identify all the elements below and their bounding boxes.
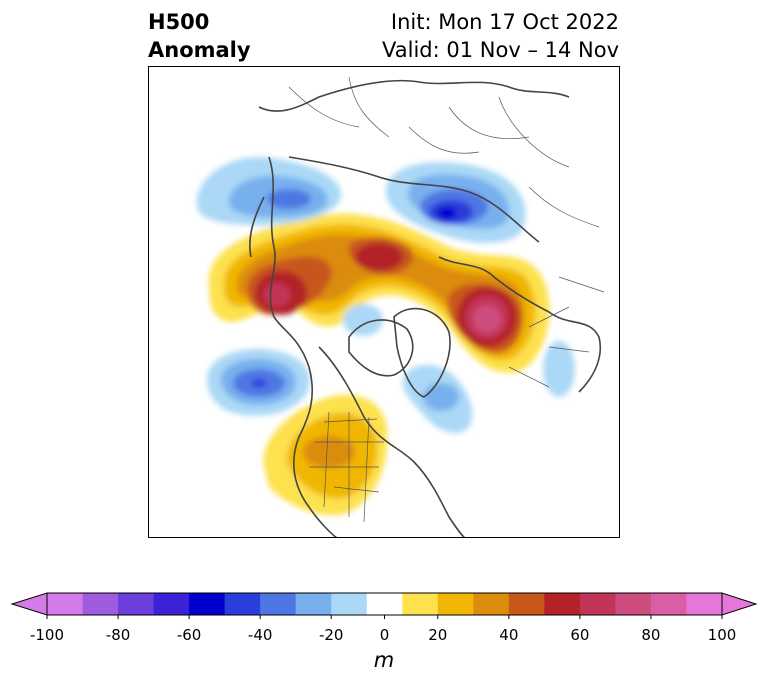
coast-hudson-bay <box>348 319 414 377</box>
valid-range: Valid: 01 Nov – 14 Nov <box>382 38 619 62</box>
anomaly-contours <box>196 156 575 516</box>
colorbar-tick-label: 60 <box>570 626 590 644</box>
title-right: Init: Mon 17 Oct 2022 Valid: 01 Nov – 14… <box>382 8 619 64</box>
colorbar-tick-label: 40 <box>499 626 519 644</box>
trough-atlantic-light <box>543 341 575 397</box>
colorbar <box>10 592 758 619</box>
title-anomaly: Anomaly <box>148 38 251 62</box>
coast-north-america-east <box>318 346 466 537</box>
colorbar-swatch <box>295 593 332 615</box>
anomaly-map <box>148 66 620 538</box>
colorbar-swatch <box>686 593 723 615</box>
coast-europe <box>438 256 602 393</box>
coast-asia-east <box>258 79 570 112</box>
colorbar-swatch <box>473 593 510 615</box>
us-ridge-orange <box>303 436 355 468</box>
colorbar-swatch <box>82 593 119 615</box>
colorbar-swatch <box>260 593 297 615</box>
colorbar-tick-label: -40 <box>247 626 273 644</box>
init-date: Init: Mon 17 Oct 2022 <box>390 10 619 34</box>
ridge-siberia-red <box>355 243 403 271</box>
colorbar-over-triangle <box>721 592 758 616</box>
colorbar-tick-label: 80 <box>641 626 661 644</box>
colorbar-swatch <box>366 593 403 615</box>
colorbar-swatch <box>331 593 368 615</box>
colorbar-swatch <box>437 593 474 615</box>
colorbar-tick-label: 0 <box>379 626 390 644</box>
trough-hudson-mid <box>423 383 459 411</box>
colorbar-swatch <box>544 593 581 615</box>
coast-asia-arctic <box>288 156 540 243</box>
political-borders <box>288 76 605 523</box>
ridge-aleutian-core <box>263 283 291 307</box>
ridge-scand-core <box>473 305 501 333</box>
coastlines <box>249 79 602 537</box>
title-left: H500 Anomaly <box>148 8 251 64</box>
coast-greenland <box>393 307 451 398</box>
map-svg <box>196 76 605 537</box>
unit-label: m <box>373 648 395 672</box>
colorbar-tick-label: -100 <box>29 626 65 644</box>
colorbar-swatch <box>402 593 439 615</box>
trough-siberia-core <box>437 207 457 219</box>
trough-gulf-dark <box>267 189 311 209</box>
colorbar-swatch <box>579 593 616 615</box>
colorbar-tick-label: -60 <box>176 626 202 644</box>
colorbar-swatch <box>224 593 261 615</box>
colorbar-under-triangle <box>10 592 48 616</box>
colorbar-swatch <box>153 593 190 615</box>
colorbar-swatch <box>650 593 687 615</box>
colorbar-tick-label: -80 <box>105 626 131 644</box>
colorbar-swatch <box>615 593 652 615</box>
colorbar-swatch <box>189 593 226 615</box>
trough-pacific-core <box>251 379 267 387</box>
title-h500: H500 <box>148 10 210 34</box>
colorbar-swatch <box>508 593 545 615</box>
colorbar-swatch <box>118 593 155 615</box>
colorbar-tick-label: 100 <box>707 626 737 644</box>
colorbar-tick-label: -20 <box>318 626 344 644</box>
coast-north-america-west <box>268 156 338 537</box>
colorbar-swatch <box>47 593 84 615</box>
colorbar-tick-label: 20 <box>428 626 448 644</box>
trough-arctic-light <box>343 304 383 336</box>
coast-bering <box>249 196 265 258</box>
